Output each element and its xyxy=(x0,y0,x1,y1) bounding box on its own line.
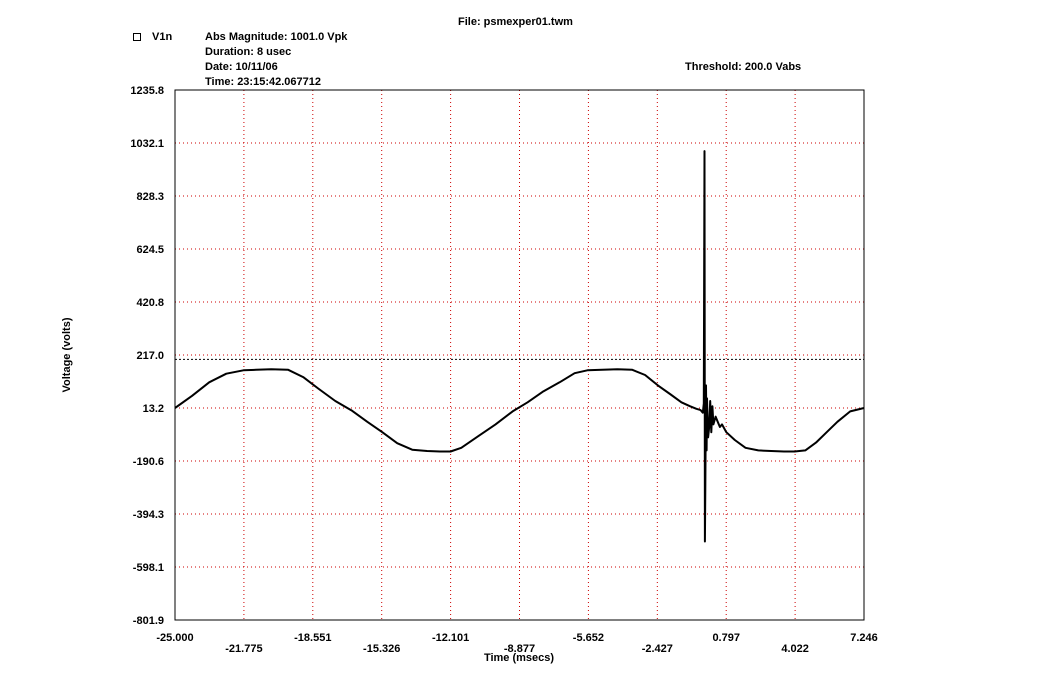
legend-series-name: V1n xyxy=(152,31,173,43)
grid-layer xyxy=(175,90,864,620)
capture-date: Date: 10/11/06 xyxy=(205,61,278,73)
plot-frame xyxy=(174,89,865,621)
threshold-label: Threshold: 200.0 Vabs xyxy=(685,61,802,73)
capture-time: Time: 23:15:42.067712 xyxy=(205,76,321,88)
x-tick-label: -12.101 xyxy=(432,632,469,644)
y-tick-label: -394.3 xyxy=(133,509,164,521)
x-tick-label: 0.797 xyxy=(712,632,740,644)
y-tick-label: 1032.1 xyxy=(130,138,164,150)
y-tick-label: -190.6 xyxy=(133,456,164,468)
y-tick-label: 624.5 xyxy=(136,244,164,256)
x-axis-label: Time (msecs) xyxy=(484,652,554,664)
series-layer xyxy=(174,150,865,543)
x-tick-label: 4.022 xyxy=(781,643,809,655)
y-tick-label: 1235.8 xyxy=(130,85,164,97)
y-tick-labels: 1235.8 1032.1 828.3 624.5 420.8 217.0 13.2 -190… xyxy=(130,85,164,627)
series-line-v1n xyxy=(174,150,865,543)
y-tick-label: 420.8 xyxy=(136,297,164,309)
x-tick-label: -8.877 xyxy=(504,643,535,655)
x-tick-label: -25.000 xyxy=(156,632,193,644)
y-tick-label: 828.3 xyxy=(136,191,164,203)
y-tick-label: -598.1 xyxy=(133,562,164,574)
x-tick-label: -21.775 xyxy=(225,643,262,655)
file-name: File: psmexper01.twm xyxy=(458,16,573,28)
abs-magnitude: Abs Magnitude: 1001.0 Vpk xyxy=(205,31,348,43)
y-tick-label: -801.9 xyxy=(133,615,164,627)
y-axis-label: Voltage (volts) xyxy=(61,317,73,392)
x-tick-labels: -25.000 -21.775 -18.551 -15.326 -12.101 -8.87… xyxy=(156,632,877,655)
y-tick-label: 217.0 xyxy=(136,350,164,362)
x-tick-label: -18.551 xyxy=(294,632,331,644)
x-tick-label: -15.326 xyxy=(363,643,400,655)
legend-marker xyxy=(133,33,141,41)
x-tick-label: -5.652 xyxy=(573,632,604,644)
x-tick-label: 7.246 xyxy=(850,632,878,644)
duration: Duration: 8 usec xyxy=(205,46,292,58)
y-tick-label: 13.2 xyxy=(143,403,164,415)
x-tick-label: -2.427 xyxy=(642,643,673,655)
